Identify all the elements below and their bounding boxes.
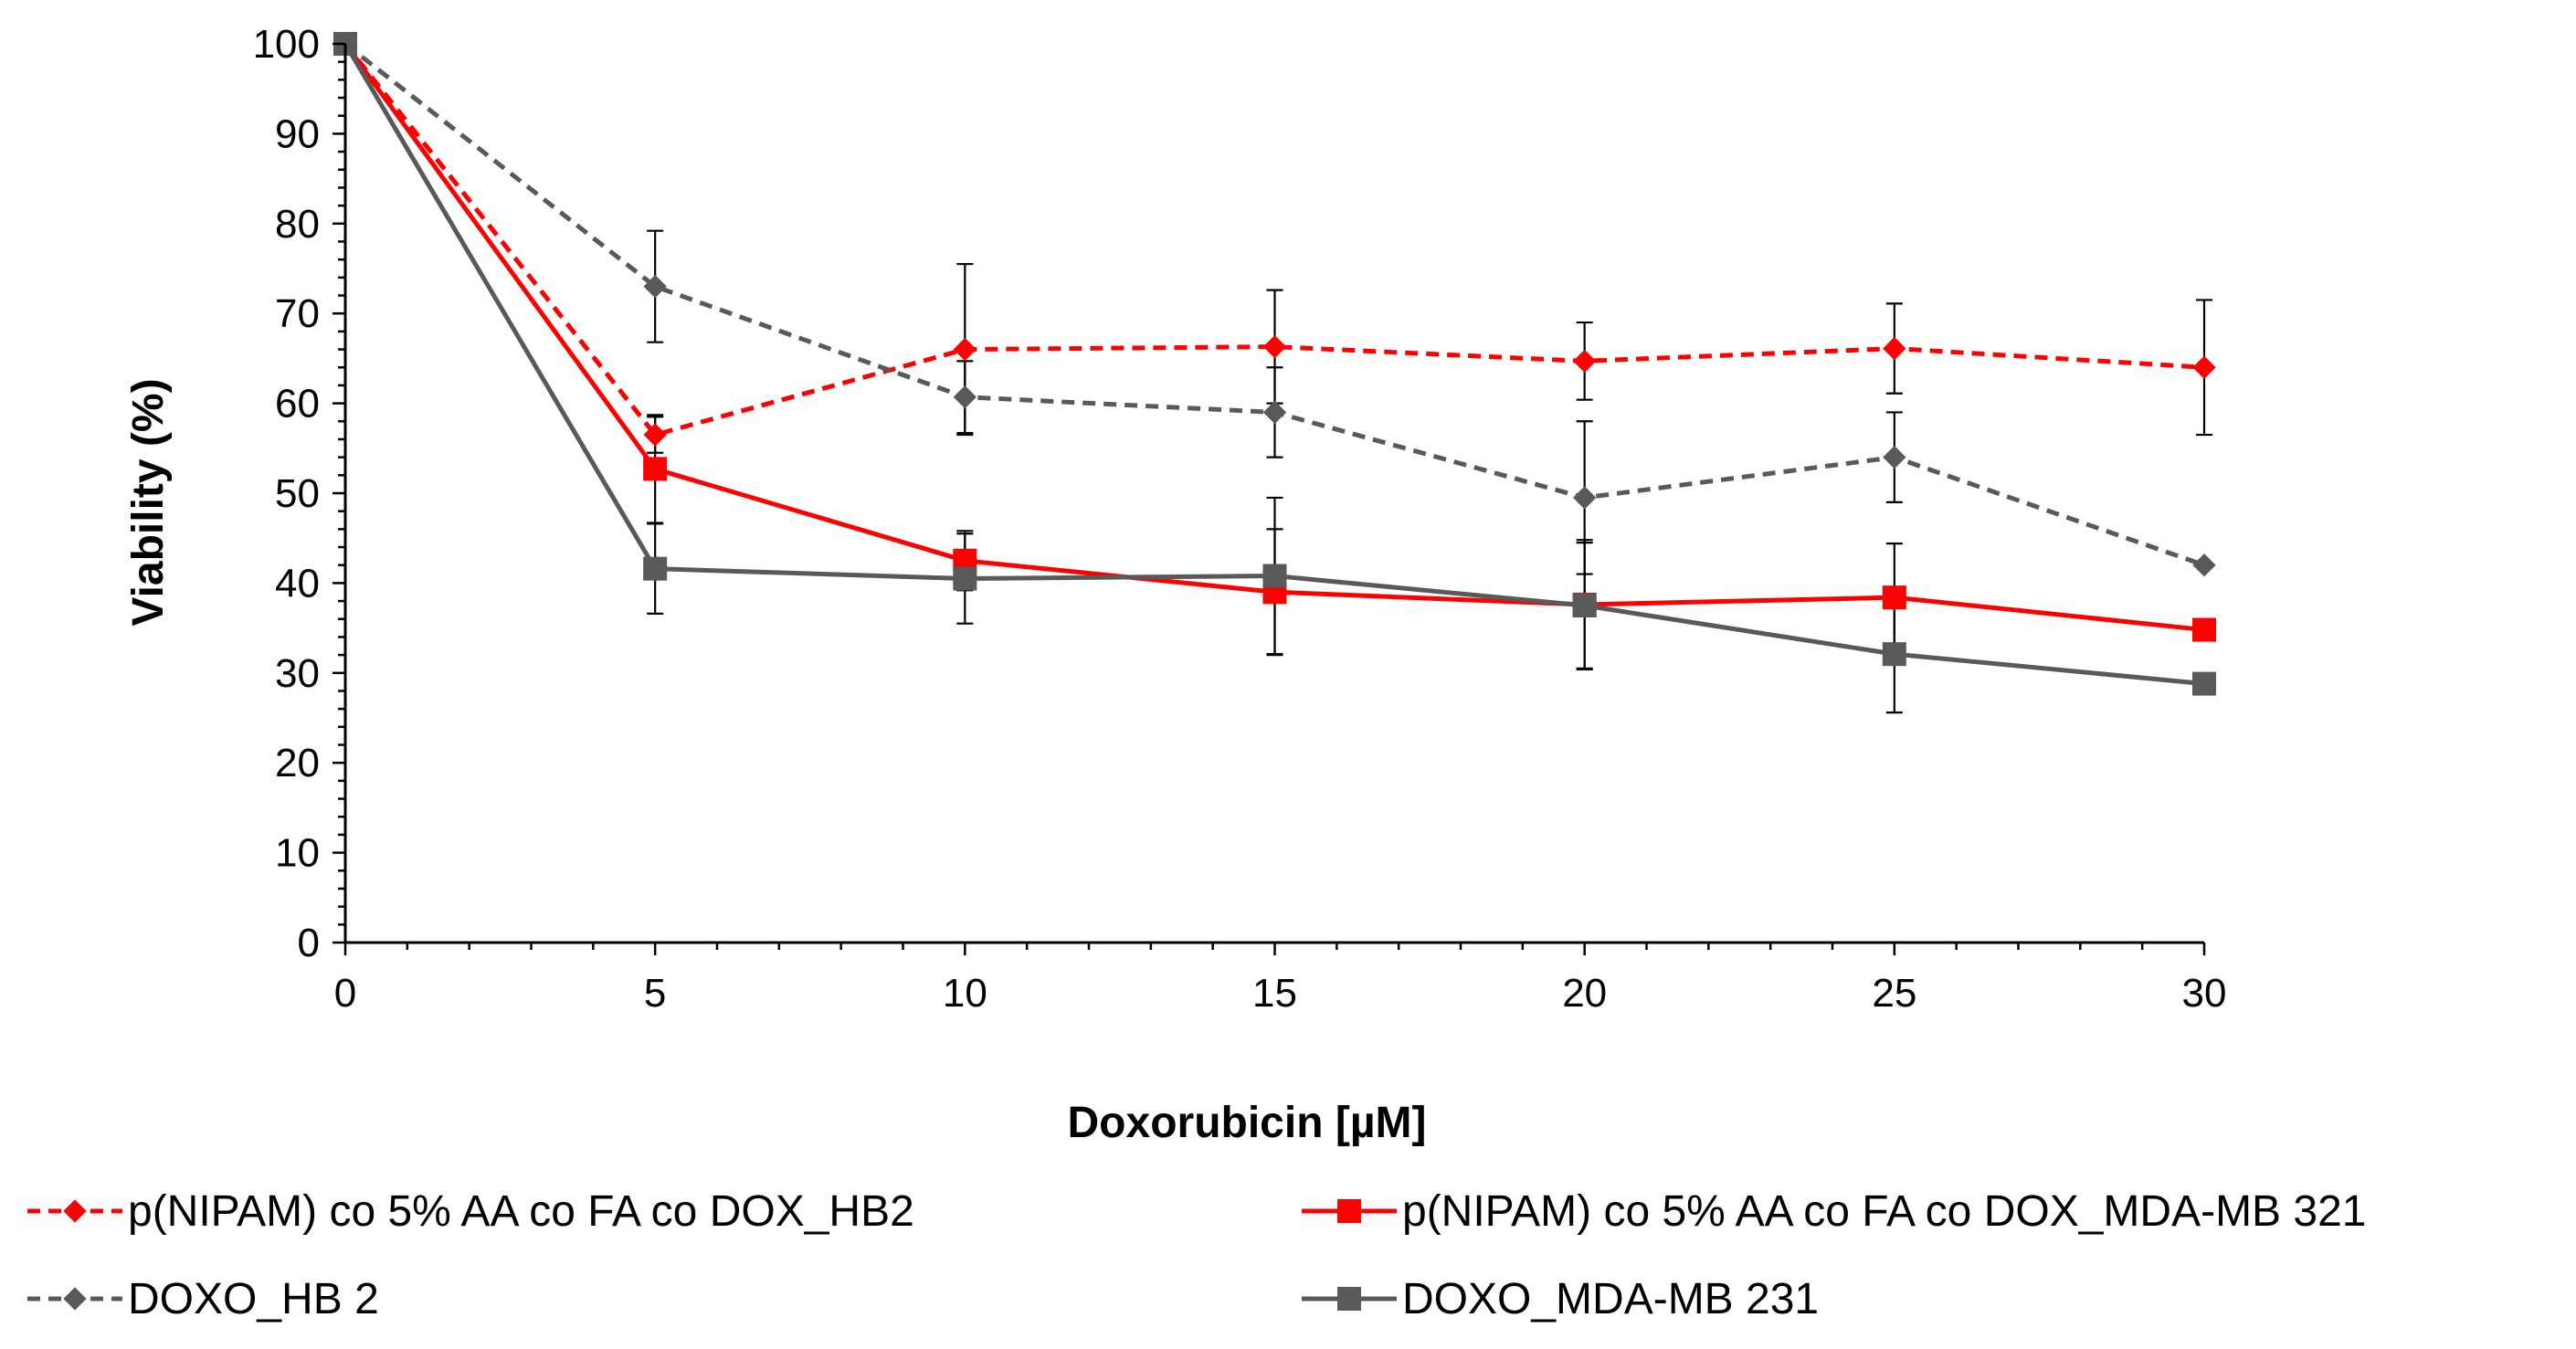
data-point bbox=[643, 423, 667, 447]
legend-item: DOXO_HB 2 bbox=[27, 1275, 379, 1323]
y-tick-label: 0 bbox=[298, 921, 320, 965]
y-axis-title: Viability (%) bbox=[124, 378, 173, 626]
legend-item: p(NIPAM) co 5% AA co FA co DOX_HB2 bbox=[27, 1187, 914, 1236]
legend-item: DOXO_MDA-MB 231 bbox=[1302, 1275, 1819, 1323]
data-point bbox=[953, 337, 977, 362]
y-tick-label: 60 bbox=[275, 382, 320, 427]
data-point bbox=[1262, 400, 1287, 425]
legend-marker bbox=[1337, 1199, 1361, 1223]
data-point bbox=[1883, 445, 1906, 469]
data-point bbox=[1883, 336, 1906, 361]
legend-marker bbox=[63, 1199, 87, 1223]
x-tick-label: 15 bbox=[1252, 971, 1297, 1016]
legend-label: p(NIPAM) co 5% AA co FA co DOX_MDA-MB 32… bbox=[1402, 1187, 2366, 1236]
tick-labels: 0 10 20 30 40 50 60 70 80 90 100 0 5 10 15 20 25 30 bbox=[253, 22, 2227, 1016]
x-tick-label: 10 bbox=[943, 971, 987, 1016]
y-tick-label: 10 bbox=[275, 831, 320, 876]
x-axis-title: Doxorubicin [µM] bbox=[1068, 1099, 1427, 1147]
error-bars bbox=[647, 229, 2212, 714]
data-point bbox=[2192, 553, 2216, 577]
data-point bbox=[643, 275, 667, 299]
legend: p(NIPAM) co 5% AA co FA co DOX_HB2 p(NIP… bbox=[27, 1187, 2366, 1323]
x-tick-label: 25 bbox=[1872, 971, 1916, 1016]
y-tick-label: 50 bbox=[275, 471, 320, 516]
data-point bbox=[1573, 486, 1597, 510]
data-point bbox=[1882, 642, 1906, 667]
y-tick-label: 20 bbox=[275, 741, 320, 785]
data-point bbox=[2192, 671, 2216, 696]
data-point bbox=[2192, 617, 2216, 642]
x-tick-label: 20 bbox=[1562, 971, 1607, 1016]
legend-swatch bbox=[1302, 1199, 1397, 1223]
legend-item: p(NIPAM) co 5% AA co FA co DOX_MDA-MB 32… bbox=[1302, 1187, 2366, 1236]
y-tick-label: 40 bbox=[275, 561, 320, 606]
legend-swatch bbox=[27, 1199, 122, 1223]
y-tick-label: 100 bbox=[253, 22, 320, 67]
data-point bbox=[1573, 349, 1597, 374]
data-point bbox=[643, 457, 668, 481]
axes bbox=[333, 42, 2206, 955]
data-point bbox=[1262, 564, 1287, 588]
legend-label: DOXO_HB 2 bbox=[128, 1275, 379, 1323]
y-tick-label: 30 bbox=[275, 651, 320, 696]
x-tick-label: 5 bbox=[644, 971, 666, 1016]
y-tick-label: 90 bbox=[275, 111, 320, 156]
x-tick-label: 0 bbox=[334, 971, 356, 1016]
legend-swatch bbox=[27, 1287, 122, 1311]
y-tick-label: 70 bbox=[275, 291, 320, 336]
data-point bbox=[953, 385, 977, 409]
y-tick-label: 80 bbox=[275, 202, 320, 247]
legend-label: DOXO_MDA-MB 231 bbox=[1402, 1275, 1819, 1323]
data-point bbox=[1572, 594, 1597, 617]
data-point bbox=[2192, 355, 2216, 379]
data-point bbox=[953, 566, 977, 591]
legend-marker bbox=[63, 1287, 87, 1311]
x-tick-label: 30 bbox=[2182, 971, 2227, 1016]
legend-label: p(NIPAM) co 5% AA co FA co DOX_HB2 bbox=[128, 1187, 914, 1236]
data-point bbox=[1882, 585, 1906, 610]
legend-swatch bbox=[1302, 1287, 1397, 1311]
legend-marker bbox=[1337, 1287, 1361, 1311]
data-point bbox=[1262, 334, 1287, 359]
data-point bbox=[643, 556, 668, 581]
